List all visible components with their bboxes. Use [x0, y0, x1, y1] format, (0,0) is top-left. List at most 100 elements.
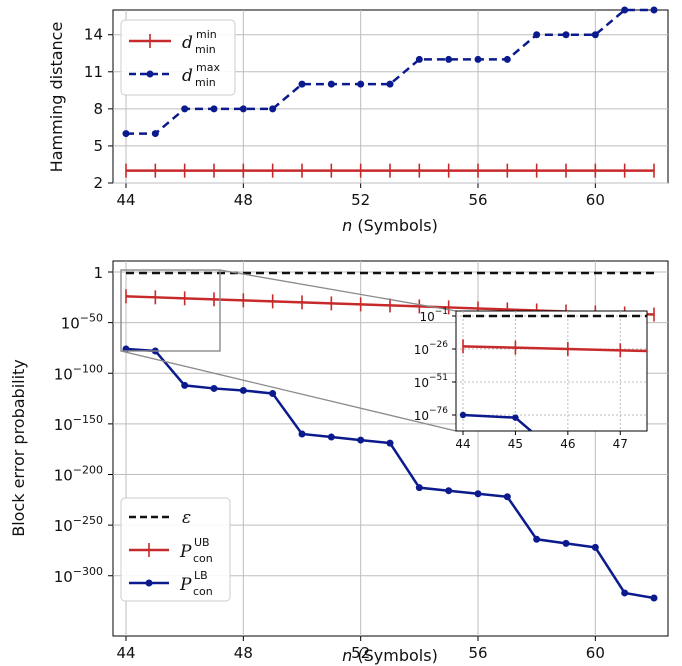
bottom-series-2-point: [298, 430, 306, 438]
inset-x-tick-label: 44: [455, 437, 470, 451]
zoom-indicator: [120, 269, 457, 432]
top-series-1-point: [357, 80, 365, 88]
top-series-1-point: [386, 80, 394, 88]
inset-series-2-point: [512, 414, 519, 421]
bottom-series-2-point: [562, 539, 570, 547]
inset-y-tick-label: 10−51: [414, 373, 448, 390]
top-y-tick-label: 14: [84, 26, 103, 44]
bottom-x-tick-label: 60: [586, 644, 605, 662]
inset-series: [459, 314, 675, 472]
bottom-series-2-point: [445, 487, 453, 495]
top-series-1-point: [415, 55, 423, 63]
top-legend-entry-min: d min min: [129, 28, 217, 56]
svg-text:con: con: [193, 552, 213, 565]
top-legend: d min min d max min: [120, 19, 236, 96]
inset-tick-labels: 44 45 46 47 10−1 10−26 10−51 10−76: [414, 307, 628, 451]
top-series-1-point: [239, 105, 247, 113]
svg-text:P: P: [179, 575, 192, 595]
top-chart: 44 48 52 56 60 2 5 8 11 14 Hamming distance n (Sy…: [47, 6, 669, 235]
svg-text:min: min: [195, 76, 216, 89]
top-series-1-point: [269, 105, 277, 113]
bottom-legend: ε P UB con P LB con: [120, 497, 231, 602]
inset-series-clip: [459, 314, 675, 472]
top-series-1-point: [591, 31, 599, 39]
top-series-1-point: [562, 31, 570, 39]
top-series-1-point: [533, 31, 541, 39]
top-x-tick-label: 44: [116, 191, 135, 209]
bottom-series-2-point: [533, 535, 541, 543]
bottom-y-tick-label: 10−250: [54, 514, 103, 535]
top-tick-labels: 44 48 52 56 60 2 5 8 11 14: [84, 26, 605, 209]
inset-series-2-point: [669, 466, 675, 472]
top-series-1-point: [181, 105, 189, 113]
top-series-1-point: [122, 130, 130, 138]
svg-text:d: d: [182, 66, 193, 86]
top-x-axis-unit: (Symbols): [357, 216, 437, 235]
inset-grid: [452, 311, 647, 435]
bottom-series: [122, 271, 658, 602]
top-legend-box: [120, 19, 236, 96]
bottom-chart: 44 48 52 56 60 1 10−50 10−100 10−150 10−200 10−250…: [9, 260, 675, 665]
top-series-1-point: [151, 130, 159, 138]
top-x-tick-label: 60: [586, 191, 605, 209]
top-series: [122, 6, 658, 178]
inset-y-tick-label: 10−76: [414, 406, 449, 423]
top-series-1-point: [210, 105, 218, 113]
top-y-tick-label: 5: [93, 137, 103, 155]
bottom-y-tick-label: 10−200: [54, 464, 103, 485]
top-x-tick-label: 52: [351, 191, 370, 209]
bottom-x-tick-label: 48: [234, 644, 253, 662]
bottom-series-2-point: [591, 543, 599, 551]
bottom-legend-box: [120, 497, 231, 602]
bottom-series-2-point: [474, 490, 482, 498]
bottom-y-tick-label: 10−100: [54, 362, 103, 383]
top-series-1-point: [298, 80, 306, 88]
svg-text:UB: UB: [194, 536, 210, 549]
bottom-legend-entry-epsilon: ε: [129, 508, 191, 528]
top-y-tick-label: 8: [93, 100, 103, 118]
bottom-x-axis-unit: (Symbols): [357, 646, 437, 665]
top-y-tick-label: 2: [93, 174, 103, 192]
inset-y-tick-label: 10−1: [419, 307, 448, 324]
top-series-1-point: [445, 55, 453, 63]
bottom-x-tick-label: 44: [116, 644, 135, 662]
svg-text:ε: ε: [182, 508, 191, 528]
inset-y-tick-label: 10−26: [414, 340, 449, 357]
inset-plot-frame: [455, 310, 648, 432]
bottom-y-axis-label: Block error probability: [9, 359, 28, 537]
svg-text:max: max: [196, 61, 220, 74]
bottom-y-tick-label: 10−150: [54, 413, 103, 434]
bottom-x-axis-var: n: [342, 646, 352, 665]
bottom-series-2-point: [181, 381, 189, 389]
inset-series-line-2: [462, 413, 533, 431]
bottom-series-2-point: [621, 589, 629, 597]
bottom-x-tick-label: 56: [468, 644, 487, 662]
top-y-axis-label: Hamming distance: [47, 22, 66, 173]
bottom-tick-labels: 44 48 52 56 60 1 10−50 10−100 10−150 10−200 10−250…: [54, 264, 605, 662]
top-series-1-point: [650, 6, 658, 14]
bottom-y-tick-label: 1: [93, 264, 103, 282]
top-series-1-point: [474, 55, 482, 63]
svg-text:min: min: [196, 28, 217, 41]
top-x-axis-var: n: [342, 216, 352, 235]
inset-x-tick-label: 45: [508, 437, 523, 451]
bottom-x-tick-label: 52: [351, 644, 370, 662]
bottom-series-2-point: [239, 386, 247, 394]
inset-x-tick-label: 47: [613, 437, 628, 451]
inset-chart: 44 45 46 47 10−1 10−26 10−51 10−76: [414, 307, 675, 472]
svg-text:LB: LB: [194, 569, 208, 582]
bottom-series-2-point: [415, 484, 423, 492]
inset-series-2-point: [459, 411, 467, 419]
bottom-series-2-point: [357, 436, 365, 444]
bottom-y-tick-label: 10−50: [61, 312, 103, 333]
svg-text:min: min: [195, 43, 216, 56]
svg-text:P: P: [179, 542, 192, 562]
svg-text:d: d: [182, 33, 193, 53]
svg-text:con: con: [193, 585, 213, 598]
bottom-series-2-point: [327, 433, 335, 441]
bottom-legend-entry-ub: P UB con: [129, 536, 213, 565]
top-x-axis-label: n (Symbols): [342, 216, 438, 235]
top-x-tick-label: 56: [468, 191, 487, 209]
top-series-1-point: [621, 6, 629, 14]
